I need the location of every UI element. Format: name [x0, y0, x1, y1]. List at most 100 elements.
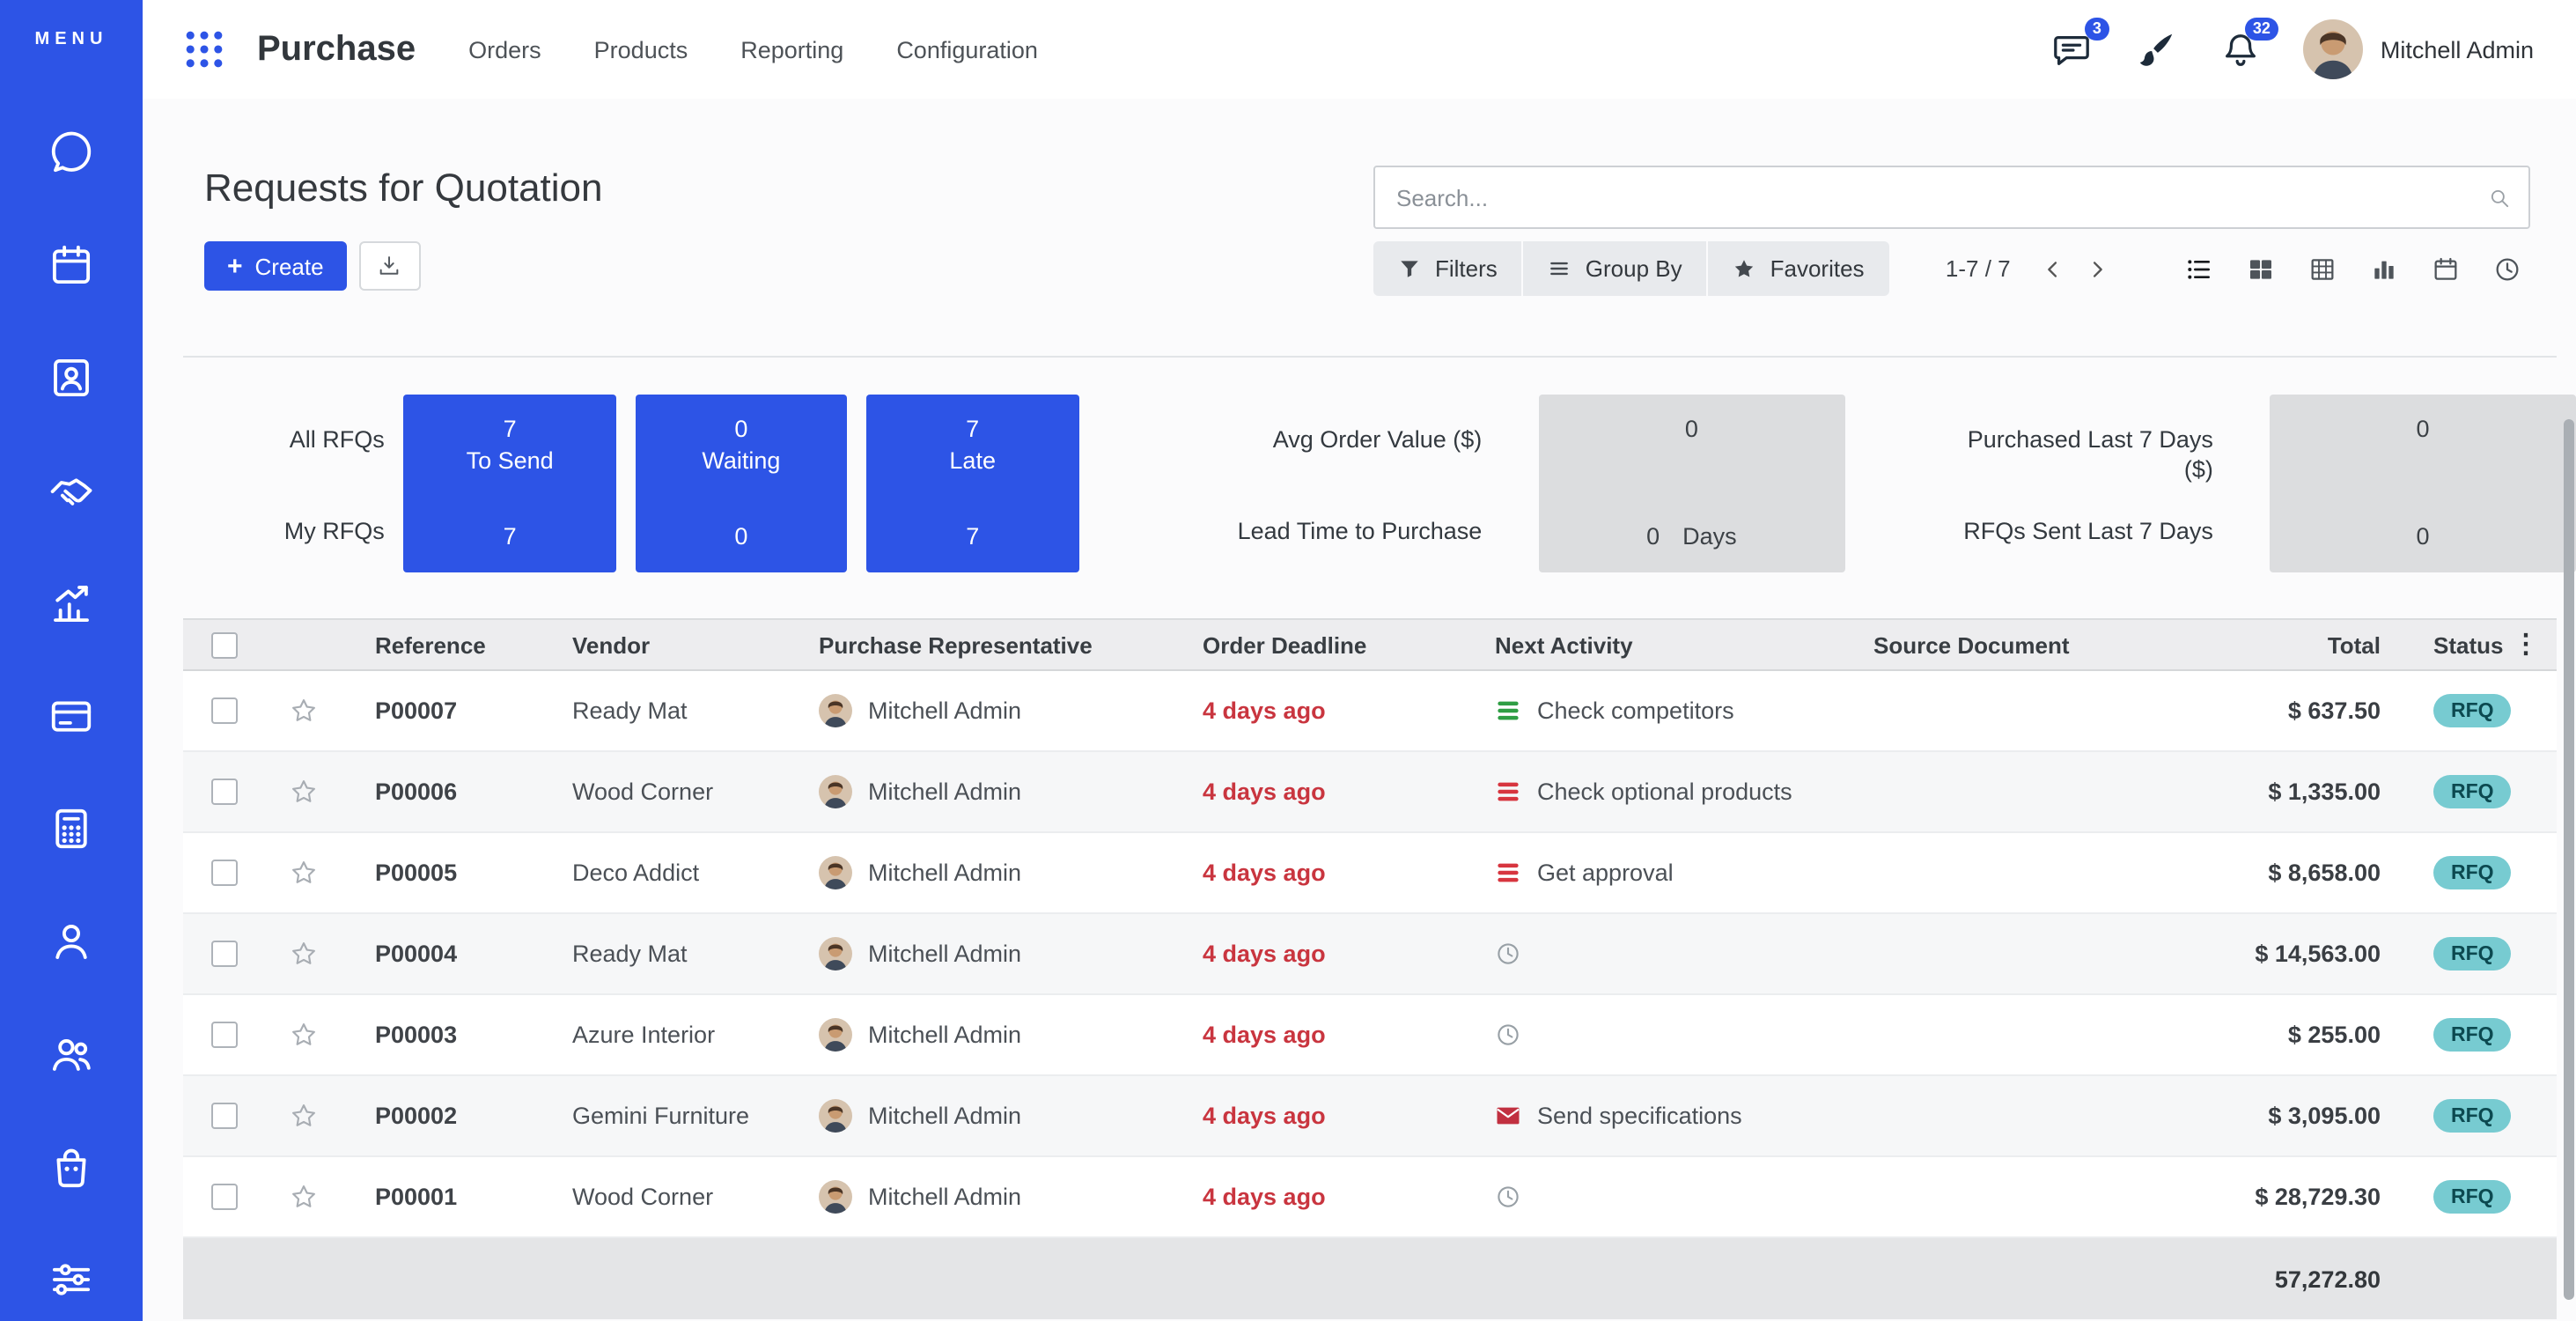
row-checkbox[interactable]	[211, 779, 238, 805]
export-button[interactable]	[358, 241, 421, 291]
favorite-star-icon[interactable]	[288, 1101, 318, 1131]
table-row[interactable]: P00006 Wood Corner Mitchell Admin 4 days…	[183, 752, 2557, 833]
next-activity[interactable]: Check competitors	[1460, 697, 1838, 724]
pager-next-button[interactable]	[2076, 247, 2120, 291]
table-row[interactable]: P00002 Gemini Furniture Mitchell Admin 4…	[183, 1076, 2557, 1157]
apps-grid-icon	[181, 26, 227, 72]
notifications-button[interactable]: 32	[2219, 17, 2278, 71]
sidebar-item-members[interactable]	[48, 1030, 95, 1078]
table-row[interactable]: P00007 Ready Mat Mitchell Admin 4 days a…	[183, 671, 2557, 752]
row-checkbox[interactable]	[211, 1103, 238, 1129]
menu-orders[interactable]: Orders	[468, 36, 541, 63]
messages-button[interactable]: 3	[2050, 17, 2109, 71]
sidebar-item-settings[interactable]	[48, 1256, 95, 1303]
rfq-list-table: Reference Vendor Purchase Representative…	[183, 618, 2557, 1319]
tile-to-send[interactable]: 7 To Send 7	[403, 395, 616, 572]
vertical-scrollbar[interactable]	[2564, 419, 2574, 1300]
row-checkbox[interactable]	[211, 697, 238, 724]
sidebar-item-sales[interactable]	[48, 579, 95, 627]
order-deadline: 4 days ago	[1203, 1184, 1326, 1210]
header-reference[interactable]: Reference	[375, 631, 486, 658]
view-calendar-button[interactable]	[2423, 246, 2469, 292]
activity-report-red-icon	[1495, 779, 1521, 805]
view-list-button[interactable]	[2176, 246, 2222, 292]
row-checkbox[interactable]	[211, 1184, 238, 1210]
favorite-star-icon[interactable]	[288, 696, 318, 726]
row-checkbox[interactable]	[211, 860, 238, 886]
header-activity[interactable]: Next Activity	[1495, 631, 1633, 658]
header-deadline[interactable]: Order Deadline	[1203, 631, 1367, 658]
optional-columns-toggle[interactable]: ⋮	[2513, 630, 2539, 660]
sidebar-item-employees[interactable]	[48, 918, 95, 965]
status-badge: RFQ	[2433, 1018, 2512, 1052]
rfq-reference: P00006	[375, 779, 458, 805]
next-activity[interactable]	[1460, 1184, 1838, 1210]
menu-reporting[interactable]: Reporting	[740, 36, 844, 63]
next-activity[interactable]: Get approval	[1460, 860, 1838, 886]
waiting-label: Waiting	[702, 447, 781, 474]
header-representative[interactable]: Purchase Representative	[819, 631, 1093, 658]
sidebar-item-calendar[interactable]	[48, 241, 95, 289]
sidebar-item-purchase[interactable]	[48, 1143, 95, 1191]
view-activity-button[interactable]	[2484, 246, 2530, 292]
waiting-my-count: 0	[734, 523, 748, 550]
sidebar-item-payments[interactable]	[48, 692, 95, 740]
view-pivot-button[interactable]	[2300, 246, 2345, 292]
app-name[interactable]: Purchase	[257, 29, 416, 68]
rfq-vendor: Ready Mat	[572, 941, 688, 967]
filters-button[interactable]: Filters	[1373, 241, 1522, 296]
pager-previous-button[interactable]	[2032, 247, 2076, 291]
row-checkbox-cell	[211, 1184, 238, 1210]
rfq-representative: Mitchell Admin	[784, 1018, 1167, 1052]
menu-label[interactable]: MENU	[34, 30, 108, 49]
favorites-button[interactable]: Favorites	[1708, 241, 1889, 296]
header-total[interactable]: Total	[2327, 631, 2381, 658]
menu-configuration[interactable]: Configuration	[896, 36, 1038, 63]
header-status[interactable]: Status	[2433, 631, 2504, 658]
view-graph-button[interactable]	[2361, 246, 2407, 292]
next-activity[interactable]: Check optional products	[1460, 779, 1838, 805]
row-checkbox[interactable]	[211, 1022, 238, 1048]
user-menu[interactable]: Mitchell Admin	[2303, 19, 2534, 79]
favorite-star-icon[interactable]	[288, 777, 318, 807]
menu-products[interactable]: Products	[593, 36, 688, 63]
rfqs-sent-last-7-days-label: RFQs Sent Last 7 Days	[1963, 518, 2213, 545]
search-input[interactable]	[1375, 184, 2488, 210]
favorite-star-icon[interactable]	[288, 939, 318, 969]
header-vendor[interactable]: Vendor	[572, 631, 651, 658]
table-row[interactable]: P00005 Deco Addict Mitchell Admin 4 days…	[183, 833, 2557, 914]
favorite-star-icon[interactable]	[288, 858, 318, 888]
apps-menu-button[interactable]	[181, 26, 227, 72]
user-name: Mitchell Admin	[2380, 36, 2534, 63]
rfq-vendor: Wood Corner	[572, 779, 714, 805]
sidebar-item-contacts[interactable]	[48, 354, 95, 402]
rfq-reference: P00002	[375, 1103, 458, 1129]
favorite-star-icon[interactable]	[288, 1182, 318, 1212]
tile-late[interactable]: 7 Late 7	[866, 395, 1079, 572]
header-source[interactable]: Source Document	[1873, 631, 2070, 658]
create-button[interactable]: + Create	[204, 241, 347, 291]
group-by-button[interactable]: Group By	[1523, 241, 1707, 296]
row-checkbox[interactable]	[211, 941, 238, 967]
table-row[interactable]: P00004 Ready Mat Mitchell Admin 4 days a…	[183, 914, 2557, 995]
next-activity[interactable]: Send specifications	[1460, 1103, 1838, 1129]
tile-waiting[interactable]: 0 Waiting 0	[635, 395, 848, 572]
select-all-checkbox[interactable]	[211, 631, 238, 658]
next-activity[interactable]	[1460, 1022, 1838, 1048]
theme-brush-button[interactable]	[2134, 27, 2178, 71]
all-rfqs-label[interactable]: All RFQs	[289, 426, 385, 453]
to-send-label: To Send	[466, 447, 554, 474]
next-activity[interactable]	[1460, 941, 1838, 967]
rfq-scope-labels: All RFQs My RFQs	[183, 395, 385, 572]
search-icon[interactable]	[2488, 186, 2511, 209]
my-rfqs-label[interactable]: My RFQs	[283, 518, 385, 545]
rfq-total: $ 255.00	[2287, 1022, 2381, 1048]
sidebar-item-discuss[interactable]	[48, 129, 95, 176]
favorite-star-icon[interactable]	[288, 1020, 318, 1050]
sidebar-item-accounting[interactable]	[48, 805, 95, 852]
table-row[interactable]: P00003 Azure Interior Mitchell Admin 4 d…	[183, 995, 2557, 1076]
table-row[interactable]: P00001 Wood Corner Mitchell Admin 4 days…	[183, 1157, 2557, 1238]
row-checkbox-cell	[211, 941, 238, 967]
view-kanban-button[interactable]	[2238, 246, 2284, 292]
sidebar-item-crm[interactable]	[48, 467, 95, 514]
